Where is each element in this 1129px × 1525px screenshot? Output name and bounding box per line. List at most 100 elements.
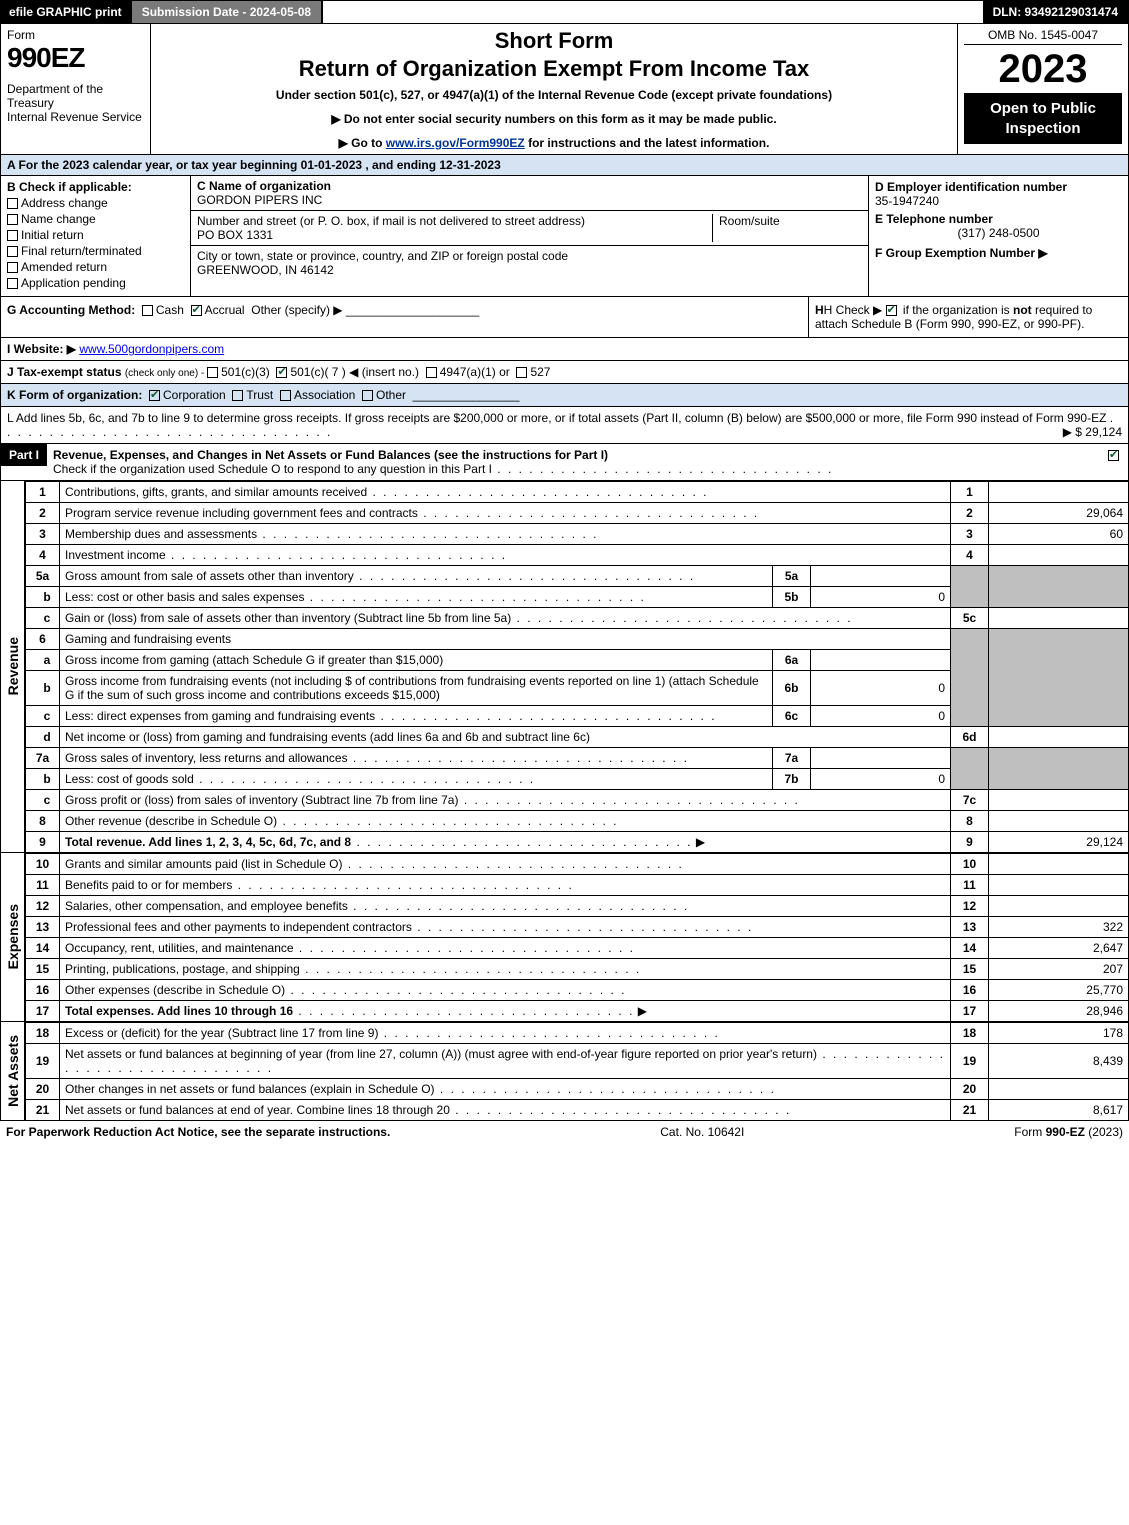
phone-value: (317) 248-0500 [875, 226, 1122, 240]
form-word: Form [7, 28, 144, 42]
line-7c-rval [989, 790, 1129, 811]
expenses-table: 10 Grants and similar amounts paid (list … [25, 853, 1129, 1022]
form-ref: 990-EZ [1046, 1125, 1085, 1139]
line-5c-rval [989, 608, 1129, 629]
short-form-title: Short Form [157, 28, 951, 54]
line-9-rval: 29,124 [989, 832, 1129, 853]
line-19-desc: Net assets or fund balances at beginning… [65, 1047, 817, 1061]
efile-print-button[interactable]: efile GRAPHIC print [1, 1, 132, 23]
chk-address-change[interactable] [7, 198, 18, 209]
line-2-desc: Program service revenue including govern… [65, 506, 418, 520]
lbl-final-return: Final return/terminated [21, 244, 142, 258]
line-3-desc: Membership dues and assessments [65, 527, 257, 541]
chk-corporation[interactable] [149, 390, 160, 401]
chk-501c[interactable] [276, 367, 287, 378]
line-13-rnum: 13 [951, 917, 989, 938]
header-right: OMB No. 1545-0047 2023 Open to Public In… [958, 24, 1128, 154]
group-exemption-label: F Group Exemption Number ▶ [875, 246, 1048, 260]
line-11-desc: Benefits paid to or for members [65, 878, 232, 892]
lbl-other-org: Other [376, 388, 406, 402]
line-7a-mval [811, 748, 951, 769]
chk-application-pending[interactable] [7, 278, 18, 289]
line-7a-desc: Gross sales of inventory, less returns a… [65, 751, 348, 765]
line-6-desc: Gaming and fundraising events [65, 632, 231, 646]
line-14-rnum: 14 [951, 938, 989, 959]
l-amount: ▶ $ 29,124 [1063, 425, 1122, 439]
chk-4947[interactable] [426, 367, 437, 378]
line-10-rnum: 10 [951, 854, 989, 875]
other-method-line: ____________________ [346, 303, 479, 317]
line-4-rnum: 4 [951, 545, 989, 566]
chk-cash[interactable] [142, 305, 153, 316]
irs-link[interactable]: www.irs.gov/Form990EZ [386, 136, 525, 150]
line-6b-mval: 0 [811, 671, 951, 706]
line-16-rnum: 16 [951, 980, 989, 1001]
part-1-subtitle: Check if the organization used Schedule … [53, 462, 492, 476]
part-1-title: Revenue, Expenses, and Changes in Net As… [53, 448, 608, 462]
chk-association[interactable] [280, 390, 291, 401]
line-5b-mnum: 5b [773, 587, 811, 608]
omb-number: OMB No. 1545-0047 [964, 28, 1122, 45]
ein-label: D Employer identification number [875, 180, 1067, 194]
lbl-application-pending: Application pending [21, 276, 126, 290]
line-6a-mnum: 6a [773, 650, 811, 671]
line-7b-mval: 0 [811, 769, 951, 790]
line-5c-desc: Gain or (loss) from sale of assets other… [65, 611, 511, 625]
lbl-accrual: Accrual [205, 303, 245, 317]
chk-accrual[interactable] [191, 305, 202, 316]
col-def: D Employer identification number 35-1947… [868, 176, 1128, 296]
website-link[interactable]: www.500gordonpipers.com [79, 342, 224, 356]
line-8-rval [989, 811, 1129, 832]
col-c-org-info: C Name of organization GORDON PIPERS INC… [191, 176, 868, 296]
chk-other-org[interactable] [362, 390, 373, 401]
chk-schedule-o-part1[interactable] [1108, 450, 1119, 461]
line-7c-rnum: 7c [951, 790, 989, 811]
j-label: J Tax-exempt status [7, 365, 125, 379]
h-not: not [1013, 303, 1032, 317]
line-7b-desc: Less: cost of goods sold [65, 772, 194, 786]
line-13-rval: 322 [989, 917, 1129, 938]
line-10-desc: Grants and similar amounts paid (list in… [65, 857, 342, 871]
city-value: GREENWOOD, IN 46142 [197, 263, 334, 277]
chk-amended-return[interactable] [7, 262, 18, 273]
ein-value: 35-1947240 [875, 194, 1122, 208]
line-5c-rnum: 5c [951, 608, 989, 629]
chk-final-return[interactable] [7, 246, 18, 257]
h-text2: if the organization is [900, 303, 1013, 317]
room-suite-label: Room/suite [712, 214, 862, 242]
revenue-section: Revenue 1Contributions, gifts, grants, a… [0, 481, 1129, 853]
line-6a-mval [811, 650, 951, 671]
page-footer: For Paperwork Reduction Act Notice, see … [0, 1121, 1129, 1143]
lbl-corporation: Corporation [163, 388, 226, 402]
expenses-vlabel: Expenses [3, 902, 23, 971]
chk-501c3[interactable] [207, 367, 218, 378]
line-14-rval: 2,647 [989, 938, 1129, 959]
note2-pre: ▶ Go to [339, 136, 386, 150]
line-6d-rnum: 6d [951, 727, 989, 748]
line-18-desc: Excess or (deficit) for the year (Subtra… [65, 1026, 378, 1040]
section-bcdef: B Check if applicable: Address change Na… [0, 176, 1129, 296]
line-5b-mval: 0 [811, 587, 951, 608]
line-21-rnum: 21 [951, 1100, 989, 1121]
tax-year: 2023 [964, 49, 1122, 89]
lbl-address-change: Address change [21, 196, 108, 210]
line-4-desc: Investment income [65, 548, 166, 562]
line-4-rval [989, 545, 1129, 566]
chk-trust[interactable] [232, 390, 243, 401]
line-11-rnum: 11 [951, 875, 989, 896]
chk-name-change[interactable] [7, 214, 18, 225]
chk-schedule-b[interactable] [886, 305, 897, 316]
chk-527[interactable] [516, 367, 527, 378]
row-i-website: I Website: ▶ www.500gordonpipers.com [0, 338, 1129, 361]
line-12-desc: Salaries, other compensation, and employ… [65, 899, 348, 913]
header-left: Form 990EZ Department of the Treasury In… [1, 24, 151, 154]
col-b-checkboxes: B Check if applicable: Address change Na… [1, 176, 191, 296]
line-12-rnum: 12 [951, 896, 989, 917]
j-small: (check only one) - [125, 368, 207, 379]
line-7c-desc: Gross profit or (loss) from sales of inv… [65, 793, 458, 807]
accounting-method: G Accounting Method: Cash Accrual Other … [1, 297, 808, 337]
chk-initial-return[interactable] [7, 230, 18, 241]
row-a-calendar-year: A For the 2023 calendar year, or tax yea… [0, 155, 1129, 176]
line-21-desc: Net assets or fund balances at end of ye… [65, 1103, 450, 1117]
l-text: L Add lines 5b, 6c, and 7b to line 9 to … [7, 411, 1106, 425]
